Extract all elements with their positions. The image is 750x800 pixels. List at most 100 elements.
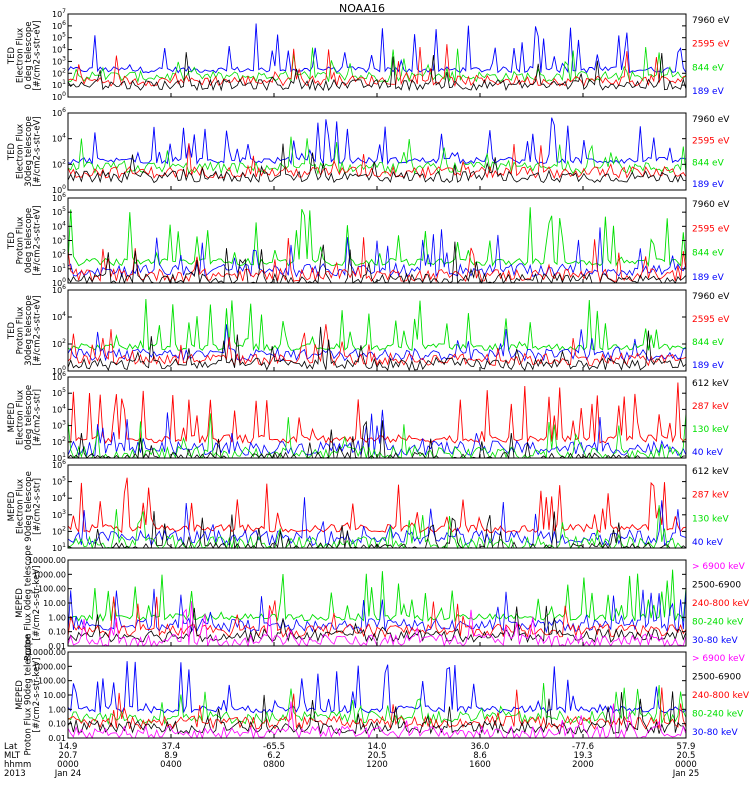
y-axis-label: [#/cm2-s-str-keV]	[32, 658, 42, 733]
y-axis-label: Electron Flux	[16, 28, 26, 83]
y-tick-label: 100	[52, 184, 66, 195]
y-axis-label: 30deg telescope	[24, 295, 34, 366]
y-tick-label: 105	[52, 206, 66, 217]
y-tick-label: 1000.00	[33, 662, 66, 671]
y-tick-label: 101	[52, 263, 66, 274]
x-tick-label: Jan 24	[54, 769, 82, 779]
legend-entry: 287 keV	[692, 402, 729, 412]
x-tick-label: 36.0	[471, 742, 490, 752]
panel-8-traces	[67, 661, 687, 740]
legend-entry: 30-80 keV	[692, 728, 738, 738]
x-tick-label: 1600	[469, 760, 491, 770]
legend-entry: 30-80 keV	[692, 636, 738, 646]
figure-title: NOAA16	[339, 2, 385, 15]
y-tick-label: 104	[52, 492, 66, 503]
y-axis-label: [#/cm2-s-str]	[33, 478, 43, 535]
panel-1-traces	[67, 23, 687, 92]
y-axis-label: MEPED	[15, 588, 25, 618]
y-tick-label: 101	[52, 542, 66, 553]
y-tick-label: 0.10	[48, 720, 66, 729]
series-line-black	[67, 52, 687, 92]
x-tick-label: 14.0	[368, 742, 387, 752]
x-tick-label: 0000	[57, 760, 79, 770]
y-axis-label: [#/cm2-s-str-eV]	[33, 116, 43, 186]
y-tick-label: 102	[52, 249, 66, 260]
y-tick-label: 106	[52, 20, 66, 31]
legend-entry: 2500-6900	[692, 673, 741, 683]
series-line-black	[67, 143, 687, 184]
legend-entry: 240-800 keV	[692, 599, 750, 609]
y-tick-label: 104	[52, 220, 66, 231]
x-tick-label: 0000	[675, 760, 697, 770]
y-tick-label: 1.00	[48, 705, 66, 714]
y-axis-label: [#/cm2-s-str-eV]	[33, 295, 43, 365]
legend-entry: 40 keV	[692, 448, 724, 458]
legend-entry: 80-240 keV	[692, 618, 744, 628]
y-tick-label: 105	[52, 387, 66, 398]
panel-3-traces	[67, 207, 687, 285]
y-tick-label: 103	[52, 509, 66, 520]
panel-7: 0.01 0.10 1.00 10.00 100.00 1000.00 10000.00 ME…	[15, 545, 750, 661]
y-tick-label: 1.00	[48, 613, 66, 622]
x-axis-row-label: MLT	[4, 751, 21, 761]
legend-entry: 7960 eV	[692, 292, 730, 302]
x-tick-label: 0400	[160, 760, 182, 770]
panel-6-traces	[67, 477, 687, 550]
y-tick-label: 100	[52, 91, 66, 102]
x-tick-label: 8.9	[164, 751, 178, 761]
y-axis-label: Electron Flux	[16, 390, 26, 445]
series-line-red	[67, 143, 687, 180]
y-tick-label: 106	[52, 284, 66, 295]
series-line-green	[67, 682, 687, 726]
y-tick-label: 1000.00	[33, 570, 66, 579]
legend-entry: 2500-6900	[692, 581, 741, 591]
y-tick-label: 104	[52, 311, 66, 322]
y-tick-label: 10000.00	[28, 556, 66, 565]
y-axis-label: [#/cm2-s-str-eV]	[33, 205, 43, 275]
series-line-blue	[67, 661, 687, 714]
y-axis-label: MEPED	[15, 680, 25, 710]
x-tick-label: 57.9	[677, 742, 696, 752]
y-tick-label: 10.00	[43, 691, 66, 700]
y-tick-label: 103	[52, 55, 66, 66]
x-tick-label: -77.6	[572, 742, 594, 752]
y-tick-label: 100.00	[38, 585, 66, 594]
x-axis-row-label: Lat	[4, 742, 18, 752]
y-tick-label: 106	[52, 192, 66, 203]
series-line-green	[67, 207, 687, 268]
x-tick-label: 20.7	[59, 751, 78, 761]
x-tick-label: 2000	[572, 760, 594, 770]
y-axis-label: 0deg telescope	[24, 385, 34, 450]
x-axis-row-label: 2013	[4, 769, 26, 779]
x-tick-label: 20.5	[368, 751, 387, 761]
y-axis-label: TED	[7, 231, 17, 250]
y-tick-label: 106	[52, 459, 66, 470]
series-line-black	[67, 605, 687, 644]
series-line-red	[67, 596, 687, 639]
series-line-green	[67, 569, 687, 623]
y-tick-label: 102	[52, 525, 66, 536]
legend-entry: 80-240 keV	[692, 710, 744, 720]
y-axis-label: [#/cm2-s-str-eV]	[33, 20, 43, 90]
y-tick-label: 100.00	[38, 677, 66, 686]
x-tick-label: 20.5	[677, 751, 696, 761]
y-axis-label: 90deg telescope	[24, 471, 34, 542]
series-line-blue	[67, 117, 687, 166]
legend-entry: 2595 eV	[692, 224, 730, 234]
legend-entry: 2595 eV	[692, 40, 730, 50]
y-tick-label: 106	[52, 371, 66, 382]
legend-entry: 287 keV	[692, 491, 729, 501]
legend-entry: 844 eV	[692, 338, 725, 348]
y-tick-label: 102	[52, 67, 66, 78]
y-tick-label: 100	[52, 365, 66, 376]
series-line-green	[67, 46, 687, 84]
y-tick-label: 103	[52, 420, 66, 431]
y-tick-label: 0.10	[48, 628, 66, 637]
y-tick-label: 100	[52, 277, 66, 288]
legend-entry: 2595 eV	[692, 137, 730, 147]
